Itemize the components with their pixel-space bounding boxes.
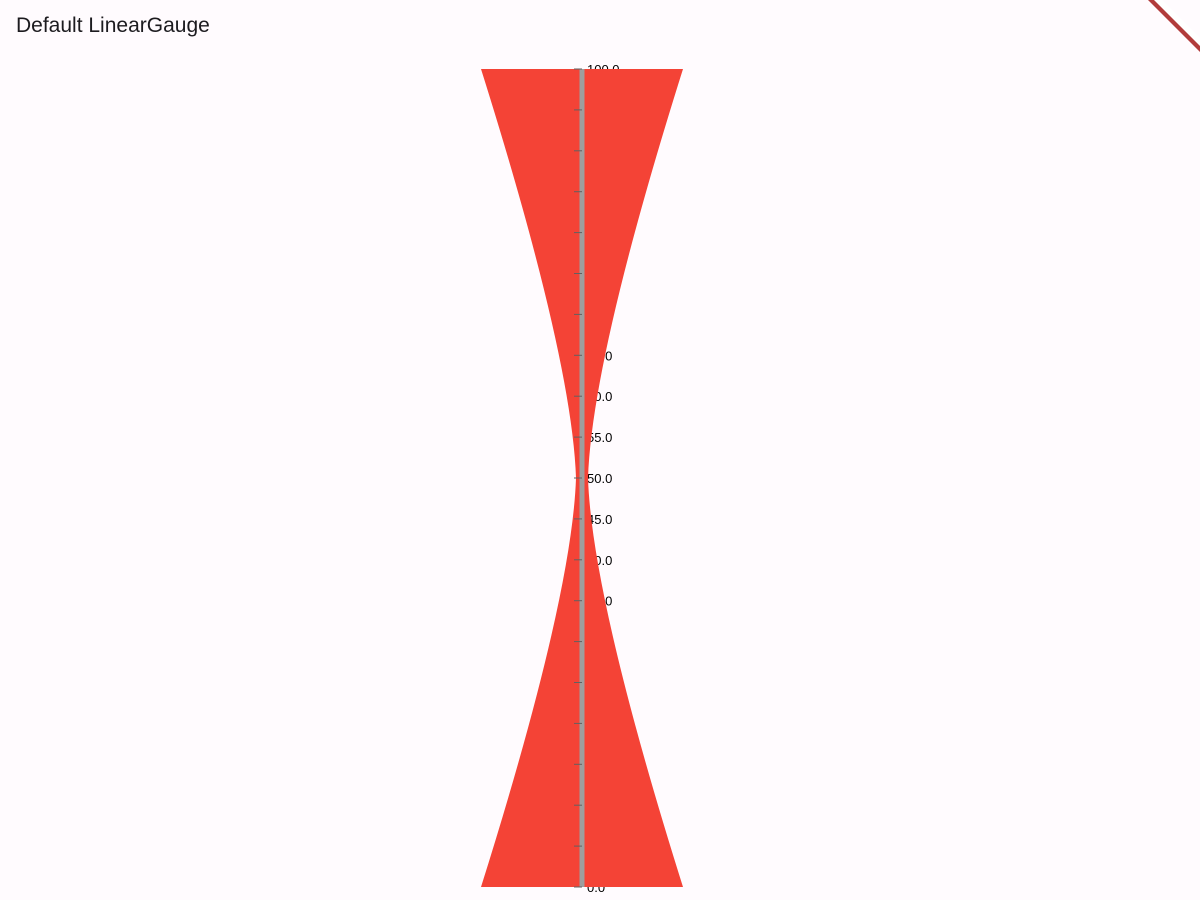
gauge-tick-label: 50.0	[587, 471, 612, 486]
